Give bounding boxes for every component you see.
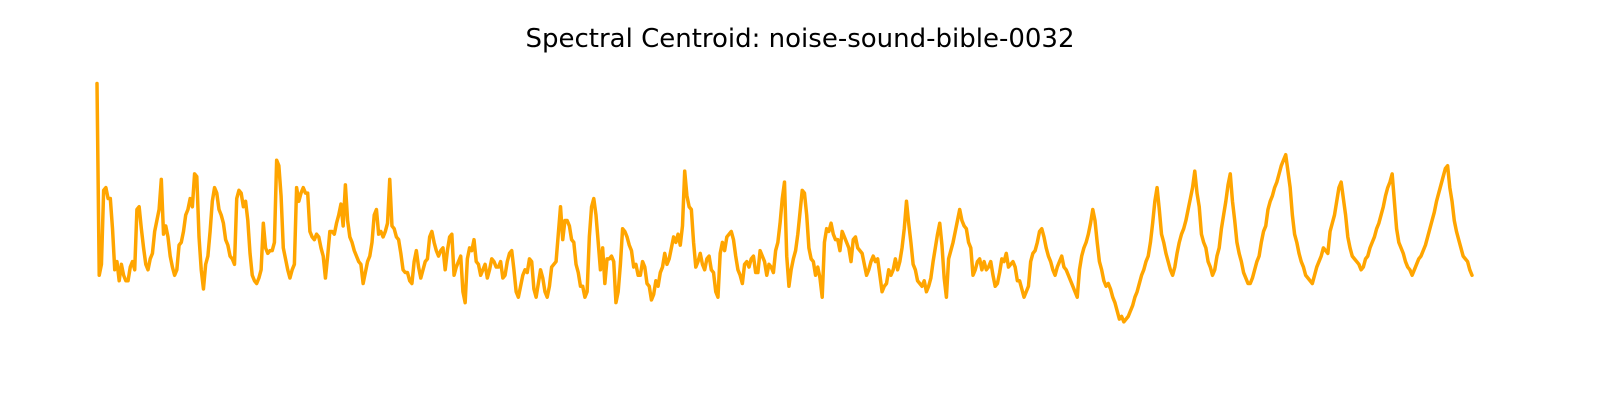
series-layer bbox=[95, 81, 1474, 324]
chart-title: Spectral Centroid: noise-sound-bible-003… bbox=[525, 24, 1075, 54]
spectral-centroid-line bbox=[95, 81, 1474, 324]
